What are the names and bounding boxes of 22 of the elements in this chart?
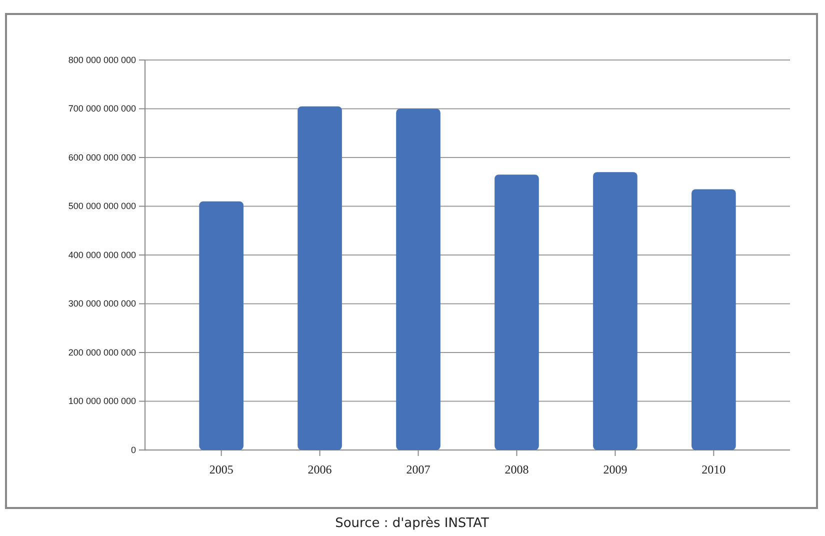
x-tick-label: 2007 [406, 462, 430, 476]
y-tick-label: 300 000 000 000 [68, 298, 136, 309]
bar [199, 201, 244, 450]
bar [692, 189, 736, 450]
bar [298, 106, 342, 450]
y-tick-label: 600 000 000 000 [68, 152, 136, 162]
source-note: Source : d'après INSTAT [335, 516, 489, 531]
x-tick-label: 2010 [702, 462, 726, 476]
y-tick-label: 700 000 000 000 [68, 104, 136, 114]
x-tick-label: 2005 [209, 462, 234, 476]
y-tick-label: 800 000 000 000 [68, 54, 136, 65]
x-tick-label: 2009 [603, 462, 628, 476]
y-tick-label: 400 000 000 000 [68, 250, 136, 260]
bar [396, 108, 440, 450]
x-tick-label: 2008 [504, 462, 529, 476]
y-tick-label: 0 [130, 444, 136, 455]
bar [593, 172, 638, 450]
y-tick-label: 200 000 000 000 [68, 347, 136, 358]
y-tick-label: 100 000 000 000 [68, 396, 136, 406]
bar [494, 174, 539, 450]
x-tick-label: 2006 [308, 462, 332, 476]
y-tick-label: 500 000 000 000 [68, 201, 136, 212]
